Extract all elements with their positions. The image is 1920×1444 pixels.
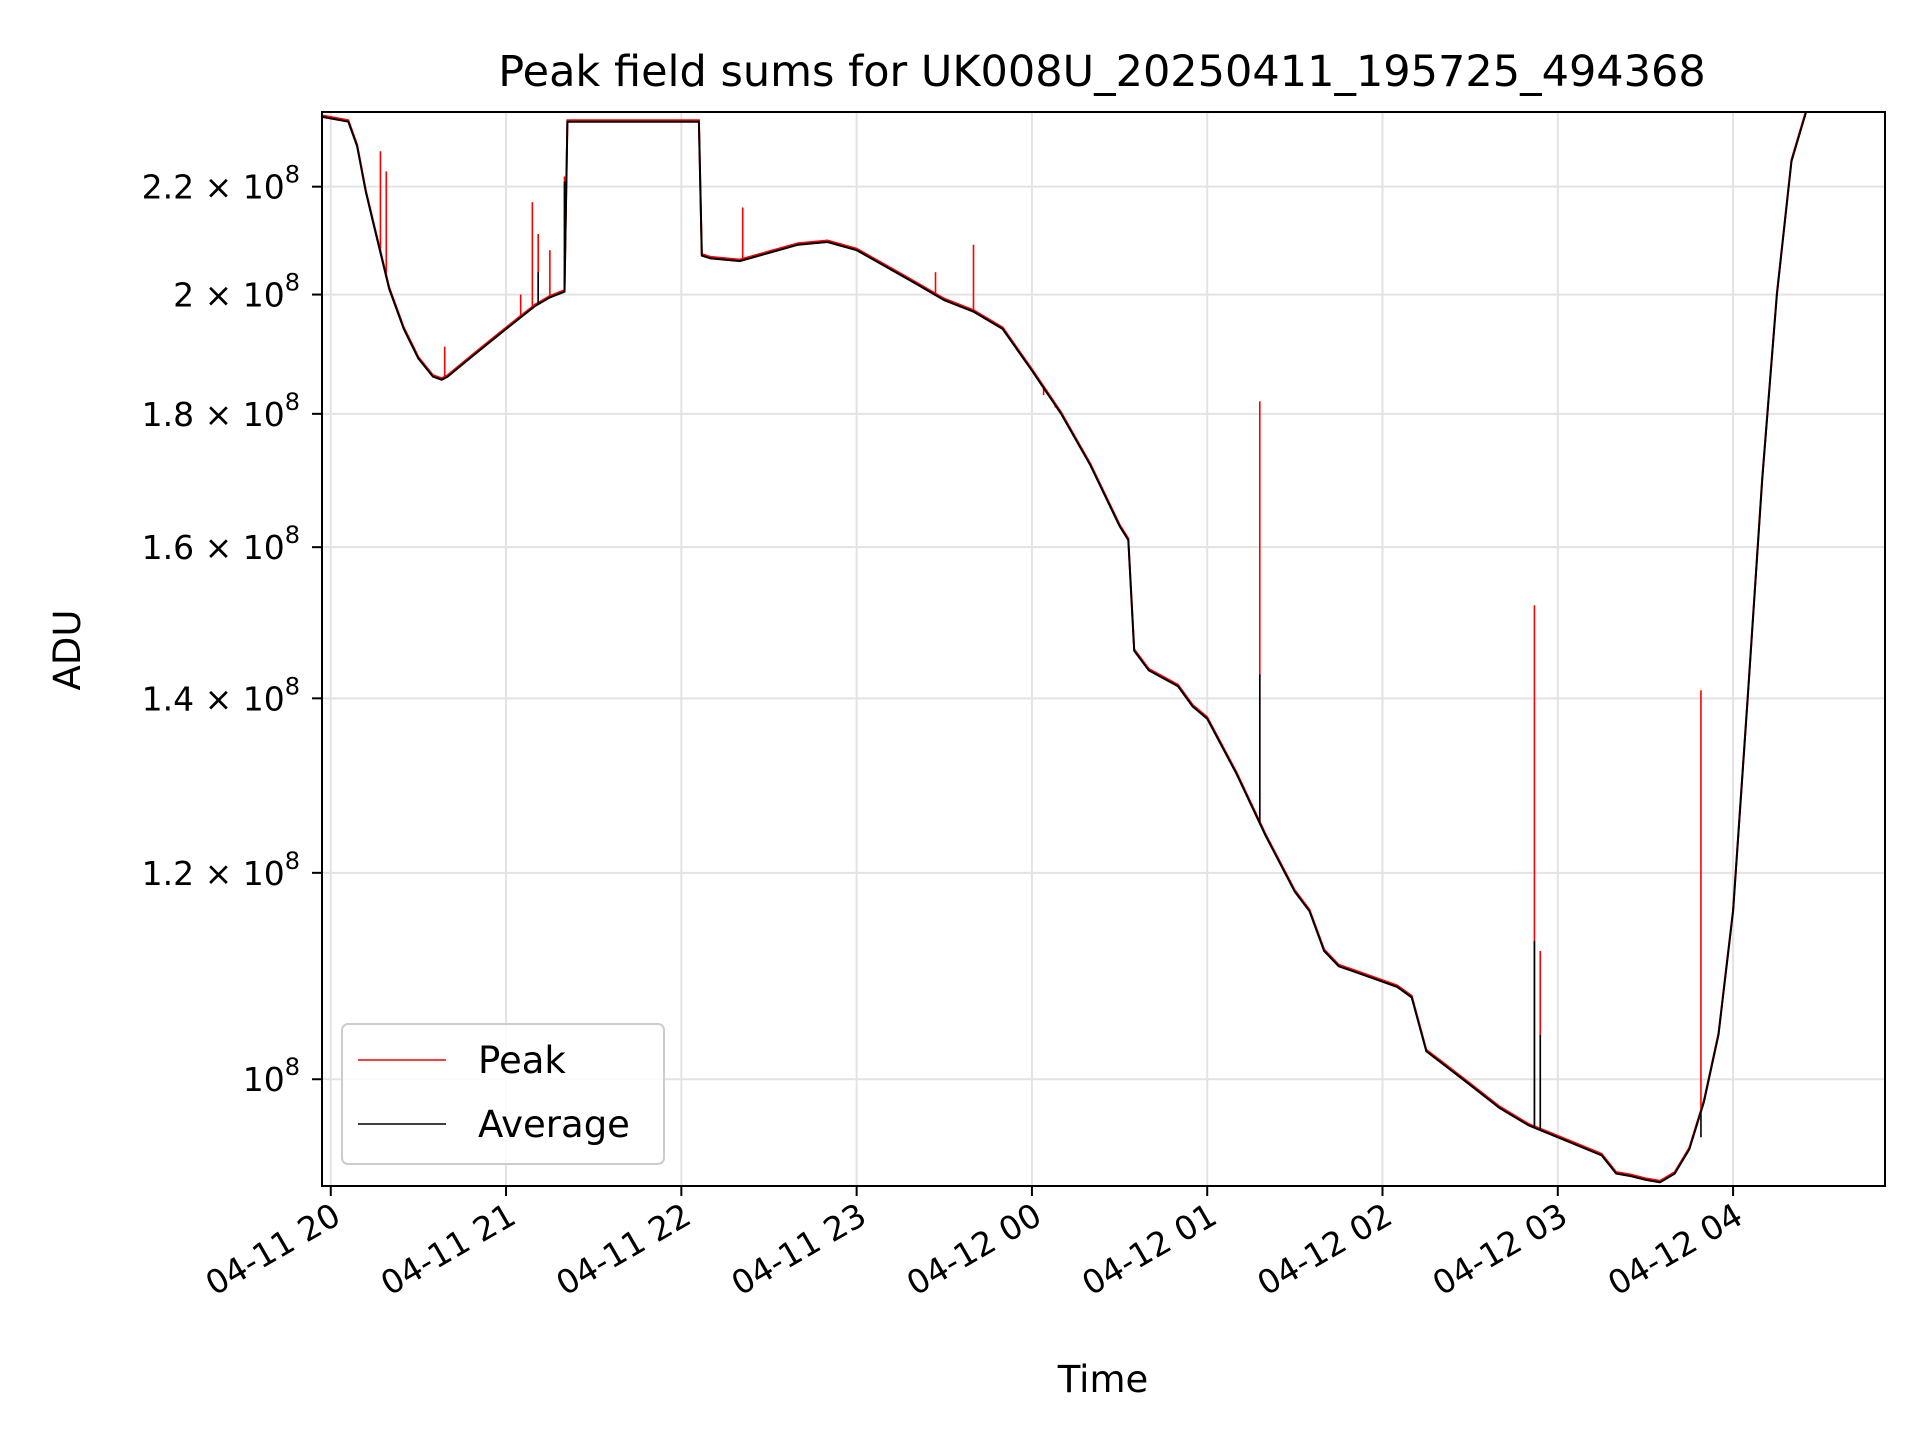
x-axis-ticks: 04-11 20 04-11 21 04-11 22 04-11 23 04-12 00… bbox=[199, 1186, 1749, 1303]
x-tick-label: 04-12 04 bbox=[1601, 1195, 1749, 1303]
series-peak-line bbox=[322, 112, 1807, 1182]
x-tick-label: 04-11 20 bbox=[199, 1195, 347, 1303]
series-average-line bbox=[322, 112, 1885, 1184]
y-tick-label: 1.4 × 108 bbox=[142, 672, 300, 718]
x-tick-label: 04-12 03 bbox=[1426, 1195, 1574, 1303]
x-axis-label: Time bbox=[1057, 1358, 1149, 1401]
axes-frame bbox=[321, 111, 1886, 1187]
chart-title: Peak field sums for UK008U_20250411_1957… bbox=[498, 47, 1706, 97]
y-tick-label: 1.6 × 108 bbox=[142, 521, 300, 567]
legend: Peak Average bbox=[341, 1023, 665, 1165]
y-tick-label: 1.2 × 108 bbox=[142, 847, 300, 893]
x-tick-label: 04-11 21 bbox=[374, 1195, 522, 1303]
y-tick-label: 2 × 108 bbox=[173, 269, 300, 315]
x-tick-label: 04-12 02 bbox=[1251, 1195, 1399, 1303]
x-tick-label: 04-11 23 bbox=[725, 1195, 873, 1303]
y-axis-label: ADU bbox=[46, 610, 89, 691]
x-tick-label: 04-12 01 bbox=[1075, 1195, 1223, 1303]
x-tick-label: 04-11 22 bbox=[549, 1195, 697, 1303]
plot-area bbox=[322, 112, 1885, 1184]
y-tick-label: 108 bbox=[243, 1053, 300, 1099]
y-tick-label: 1.8 × 108 bbox=[142, 388, 300, 434]
y-tick-label: 2.2 × 108 bbox=[142, 161, 300, 207]
legend-average-label: Average bbox=[478, 1103, 630, 1146]
legend-box bbox=[341, 1023, 665, 1165]
legend-peak-label: Peak bbox=[478, 1039, 566, 1082]
y-axis-ticks: 2.2 × 108 2 × 108 1.8 × 108 1.6 × 108 1.4 × … bbox=[142, 161, 322, 1099]
grid-lines bbox=[322, 112, 1885, 1186]
x-tick-label: 04-12 00 bbox=[900, 1195, 1048, 1303]
